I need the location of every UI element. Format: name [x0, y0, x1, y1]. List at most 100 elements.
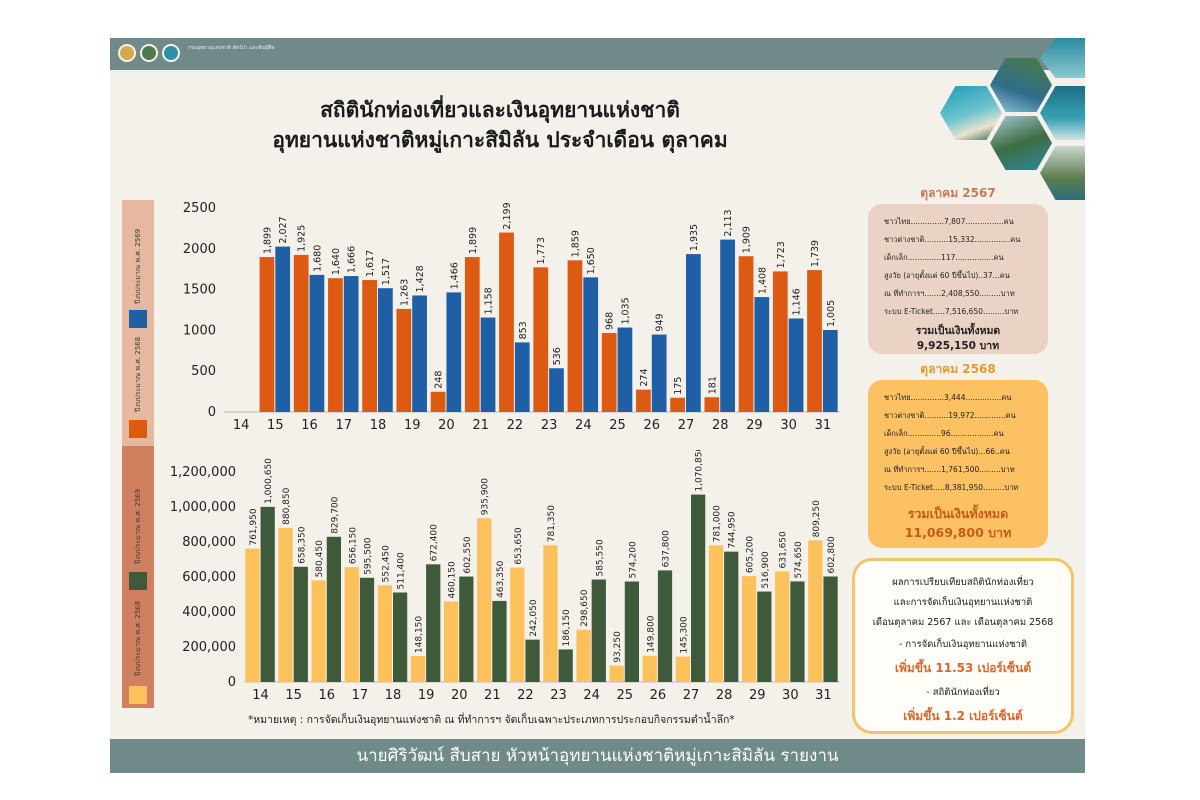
- y-tick-label: 0: [208, 405, 216, 420]
- bar-prev-year: [499, 232, 514, 412]
- bar-value-label: 1,158: [484, 287, 495, 314]
- bar-value-label: 949: [655, 313, 666, 331]
- bar-value-label: 574,650: [794, 541, 804, 578]
- x-tick-label: 25: [617, 688, 634, 703]
- comparison-line: และการจัดเก็บเงินอุทยานแห่งชาติ: [893, 597, 1033, 608]
- bar-prev-year: [601, 333, 617, 412]
- bar-current-year: [617, 327, 633, 412]
- bar-value-label: 145,300: [679, 616, 689, 653]
- x-tick-label: 15: [267, 418, 284, 433]
- island-photo-4: [990, 116, 1052, 170]
- bar-current-year: [657, 570, 673, 682]
- bar-value-label: 2,199: [502, 202, 513, 229]
- legend-top-swatch-2568: [129, 420, 147, 438]
- bar-prev-year: [293, 254, 309, 412]
- bar-prev-year: [410, 656, 426, 682]
- panel-oct-2567: ตุลาคม 2567 ชาวไทย..............7,807...…: [868, 186, 1048, 354]
- x-tick-label: 15: [285, 688, 302, 703]
- bar-value-label: 186,150: [562, 609, 572, 646]
- panel-2567-row: สูงวัย (อายุตั้งแต่ 60 ปีขึ้นไป)..37...ค…: [884, 271, 1010, 280]
- bar-current-year: [446, 292, 462, 412]
- bar-value-label: 602,800: [827, 536, 837, 573]
- bar-prev-year: [675, 656, 690, 682]
- bar-value-label: 1,899: [468, 227, 479, 254]
- y-tick-label: 2000: [183, 242, 216, 257]
- bar-current-year: [393, 592, 408, 682]
- comparison-line: เดือนตุลาคม 2567 และ เดือนตุลาคม 2568: [872, 617, 1054, 628]
- bar-value-label: 460,150: [448, 561, 458, 598]
- bar-value-label: 880,850: [282, 487, 292, 524]
- bar-value-label: 1,723: [776, 241, 787, 268]
- comparison-highlight: เพิ่มขึ้น 1.2 เปอร์เซ็นต์: [903, 709, 1023, 723]
- bar-value-label: 1,263: [399, 279, 410, 306]
- bar-prev-year: [708, 545, 724, 682]
- bar-value-label: 1,935: [689, 224, 700, 251]
- bar-value-label: 242,050: [529, 599, 539, 636]
- bar-value-label: 1,739: [810, 240, 821, 267]
- bar-prev-year: [510, 567, 525, 682]
- bar-current-year: [591, 579, 606, 682]
- x-tick-label: 30: [780, 418, 797, 433]
- bar-current-year: [293, 566, 308, 682]
- y-tick-label: 2500: [183, 201, 216, 216]
- x-tick-label: 24: [583, 688, 600, 703]
- bar-prev-year: [311, 580, 326, 682]
- y-tick-label: 800,000: [182, 535, 236, 550]
- bar-value-label: 1,146: [792, 288, 803, 315]
- bar-prev-year: [808, 540, 823, 682]
- bar-prev-year: [344, 567, 359, 682]
- legend-bottom-swatch-2569: [129, 572, 147, 590]
- bar-value-label: 148,150: [414, 616, 424, 653]
- bar-value-label: 595,500: [364, 537, 374, 574]
- panel-2567-row: ระบบ E-Ticket.....7,516,650.........บาท: [884, 307, 1019, 316]
- panel-2568-row: ณ ที่ทำการฯ.......1,761,500.........บาท: [884, 465, 1015, 474]
- panel-2568-row: ชาวไทย..............3,444...............…: [884, 393, 1012, 402]
- panel-2568-row: สูงวัย (อายุตั้งแต่ 60 ปีขึ้นไป)...66..ค…: [884, 447, 1010, 456]
- x-tick-label: 28: [716, 688, 733, 703]
- bar-value-label: 672,400: [430, 524, 440, 561]
- x-tick-label: 14: [252, 688, 269, 703]
- bar-current-year: [480, 317, 496, 412]
- bar-value-label: 781,350: [547, 505, 557, 542]
- bar-current-year: [720, 239, 735, 412]
- x-tick-label: 31: [815, 418, 832, 433]
- bar-value-label: 274: [639, 369, 650, 387]
- bar-value-label: 968: [605, 312, 616, 330]
- x-tick-label: 30: [782, 688, 799, 703]
- y-tick-label: 1000: [183, 323, 216, 338]
- panel-2567-row: ณ ที่ทำการฯ.......2,408,550.........บาท: [884, 289, 1015, 298]
- org-name: กรมอุทยานแห่งชาติ สัตว์ป่า และพันธุ์พืช: [188, 45, 275, 51]
- bar-prev-year: [807, 270, 822, 412]
- title-line-2: อุทยานแห่งชาติหมู่เกาะสิมิลัน ประจำเดือน…: [272, 128, 728, 152]
- bar-prev-year: [362, 280, 377, 412]
- legend-top-label-2569: ปีงบประมาณ พ.ศ. 2569: [134, 228, 142, 304]
- bar-value-label: 175: [673, 377, 684, 395]
- bar-value-label: 656,150: [348, 527, 358, 564]
- bar-value-label: 637,800: [662, 530, 672, 567]
- bar-prev-year: [533, 267, 549, 412]
- bar-prev-year: [396, 308, 412, 412]
- bar-value-label: 536: [552, 347, 563, 365]
- bar-current-year: [275, 246, 291, 412]
- bar-prev-year: [543, 545, 558, 682]
- comparison-line: ผลการเปรียบเทียบสถิตินักท่องเที่ยว: [892, 577, 1034, 588]
- department-logo-icon: [140, 44, 158, 62]
- panel-2568-title: ตุลาคม 2568: [920, 362, 996, 376]
- bar-value-label: 631,650: [779, 531, 789, 568]
- bar-prev-year: [775, 571, 790, 682]
- bar-current-year: [343, 276, 359, 412]
- x-tick-label: 18: [385, 688, 402, 703]
- comparison-box: ผลการเปรียบเทียบสถิตินักท่องเที่ยว และกา…: [852, 558, 1074, 734]
- panel-2568-box: ชาวไทย..............3,444...............…: [868, 380, 1048, 548]
- x-tick-label: 16: [319, 688, 336, 703]
- bar-value-label: 1,909: [742, 226, 753, 253]
- bar-value-label: 574,200: [628, 541, 638, 578]
- bar-current-year: [260, 506, 275, 682]
- bar-prev-year: [567, 260, 583, 412]
- bar-prev-year: [477, 518, 492, 682]
- bar-prev-year: [278, 527, 293, 682]
- bar-current-year: [525, 639, 540, 682]
- bar-prev-year: [430, 391, 446, 412]
- agency-logos: [118, 44, 180, 62]
- x-tick-label: 27: [678, 418, 695, 433]
